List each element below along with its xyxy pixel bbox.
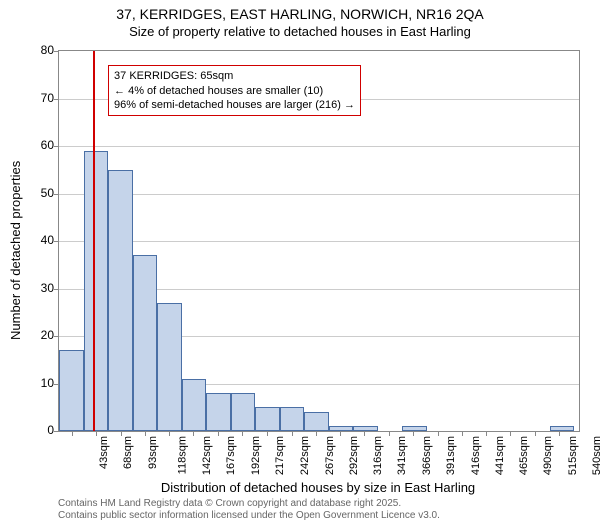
chart-container: 37, KERRIDGES, EAST HARLING, NORWICH, NR…: [0, 0, 600, 500]
xtick-mark: [193, 431, 194, 436]
xtick-mark: [413, 431, 414, 436]
xtick-label: 416sqm: [470, 436, 482, 475]
y-axis-label: Number of detached properties: [8, 161, 23, 340]
histogram-bar: [280, 407, 305, 431]
ytick-mark: [54, 241, 59, 242]
ytick-label: 10: [41, 376, 54, 390]
ytick-mark: [54, 99, 59, 100]
ytick-label: 80: [41, 43, 54, 57]
histogram-bar: [550, 426, 575, 431]
ytick-mark: [54, 431, 59, 432]
xtick-label: 366sqm: [421, 436, 433, 475]
annotation-box: 37 KERRIDGES: 65sqm← 4% of detached hous…: [108, 65, 361, 116]
histogram-bar: [206, 393, 231, 431]
xtick-label: 68sqm: [122, 436, 134, 469]
ytick-mark: [54, 336, 59, 337]
ytick-mark: [54, 146, 59, 147]
footer-attribution: Contains HM Land Registry data © Crown c…: [58, 498, 440, 522]
xtick-label: 93sqm: [147, 436, 159, 469]
xtick-mark: [510, 431, 511, 436]
chart-title: 37, KERRIDGES, EAST HARLING, NORWICH, NR…: [0, 0, 600, 22]
ytick-label: 30: [41, 281, 54, 295]
xtick-mark: [438, 431, 439, 436]
chart-subtitle: Size of property relative to detached ho…: [0, 22, 600, 39]
annotation-line: 96% of semi-detached houses are larger (…: [114, 98, 355, 112]
xtick-label: 441sqm: [494, 436, 506, 475]
histogram-bar: [402, 426, 427, 431]
histogram-bar: [329, 426, 354, 431]
histogram-bar: [84, 151, 109, 431]
xtick-mark: [559, 431, 560, 436]
xtick-mark: [316, 431, 317, 436]
ytick-label: 50: [41, 186, 54, 200]
histogram-bar: [255, 407, 280, 431]
xtick-label: 465sqm: [518, 436, 530, 475]
histogram-bar: [231, 393, 256, 431]
ytick-mark: [54, 51, 59, 52]
ytick-label: 40: [41, 233, 54, 247]
ytick-label: 0: [47, 423, 54, 437]
xtick-mark: [218, 431, 219, 436]
histogram-bar: [157, 303, 182, 431]
xtick-mark: [340, 431, 341, 436]
xtick-mark: [169, 431, 170, 436]
xtick-label: 217sqm: [275, 436, 287, 475]
histogram-bar: [353, 426, 378, 431]
ytick-label: 20: [41, 328, 54, 342]
histogram-bar: [133, 255, 158, 431]
xtick-label: 341sqm: [396, 436, 408, 475]
xtick-mark: [462, 431, 463, 436]
xtick-label: 292sqm: [348, 436, 360, 475]
gridline: [59, 241, 579, 242]
annotation-line: 37 KERRIDGES: 65sqm: [114, 69, 355, 83]
xtick-label: 43sqm: [98, 436, 110, 469]
gridline: [59, 194, 579, 195]
xtick-mark: [364, 431, 365, 436]
xtick-label: 242sqm: [299, 436, 311, 475]
xtick-label: 490sqm: [542, 436, 554, 475]
x-axis-label: Distribution of detached houses by size …: [58, 480, 578, 495]
histogram-bar: [59, 350, 84, 431]
ytick-mark: [54, 194, 59, 195]
xtick-mark: [72, 431, 73, 436]
xtick-mark: [486, 431, 487, 436]
xtick-label: 142sqm: [201, 436, 213, 475]
plot-area: 37 KERRIDGES: 65sqm← 4% of detached hous…: [58, 50, 580, 432]
histogram-bar: [108, 170, 133, 431]
xtick-mark: [242, 431, 243, 436]
histogram-bar: [182, 379, 207, 431]
xtick-label: 167sqm: [226, 436, 238, 475]
xtick-label: 267sqm: [324, 436, 336, 475]
xtick-mark: [292, 431, 293, 436]
xtick-mark: [267, 431, 268, 436]
xtick-label: 192sqm: [250, 436, 262, 475]
xtick-label: 540sqm: [592, 436, 600, 475]
xtick-label: 391sqm: [445, 436, 457, 475]
xtick-label: 118sqm: [177, 436, 189, 474]
ytick-label: 70: [41, 91, 54, 105]
gridline: [59, 146, 579, 147]
histogram-bar: [304, 412, 329, 431]
xtick-label: 316sqm: [372, 436, 384, 475]
annotation-line: ← 4% of detached houses are smaller (10): [114, 84, 355, 98]
ytick-label: 60: [41, 138, 54, 152]
footer-line-2: Contains public sector information licen…: [58, 510, 440, 522]
xtick-label: 515sqm: [567, 436, 579, 475]
ytick-mark: [54, 289, 59, 290]
reference-line: [93, 51, 95, 431]
xtick-mark: [535, 431, 536, 436]
xtick-mark: [389, 431, 390, 436]
